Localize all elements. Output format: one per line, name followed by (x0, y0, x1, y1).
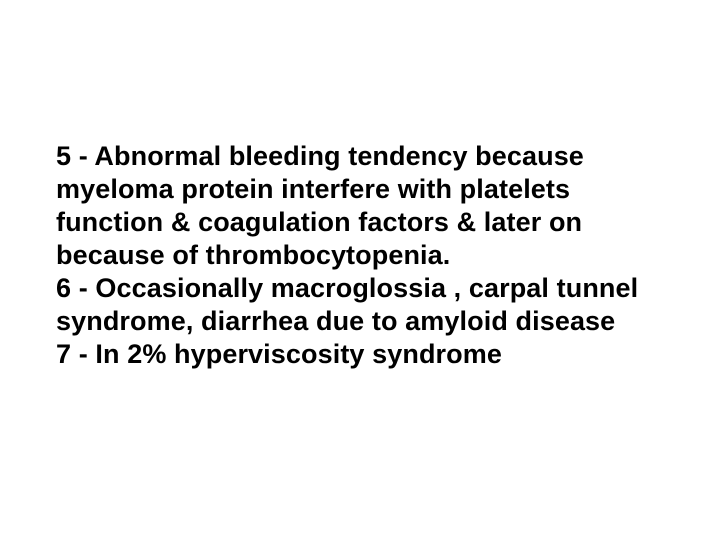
slide-text-block: 5 - Abnormal bleeding tendency because m… (56, 140, 668, 371)
bullet-item-7: 7 - In 2% hyperviscosity syndrome (56, 339, 502, 369)
bullet-item-6: 6 - Occasionally macroglossia , carpal t… (56, 273, 638, 336)
bullet-item-5: 5 - Abnormal bleeding tendency because m… (56, 141, 584, 270)
slide-container: 5 - Abnormal bleeding tendency because m… (0, 0, 720, 540)
